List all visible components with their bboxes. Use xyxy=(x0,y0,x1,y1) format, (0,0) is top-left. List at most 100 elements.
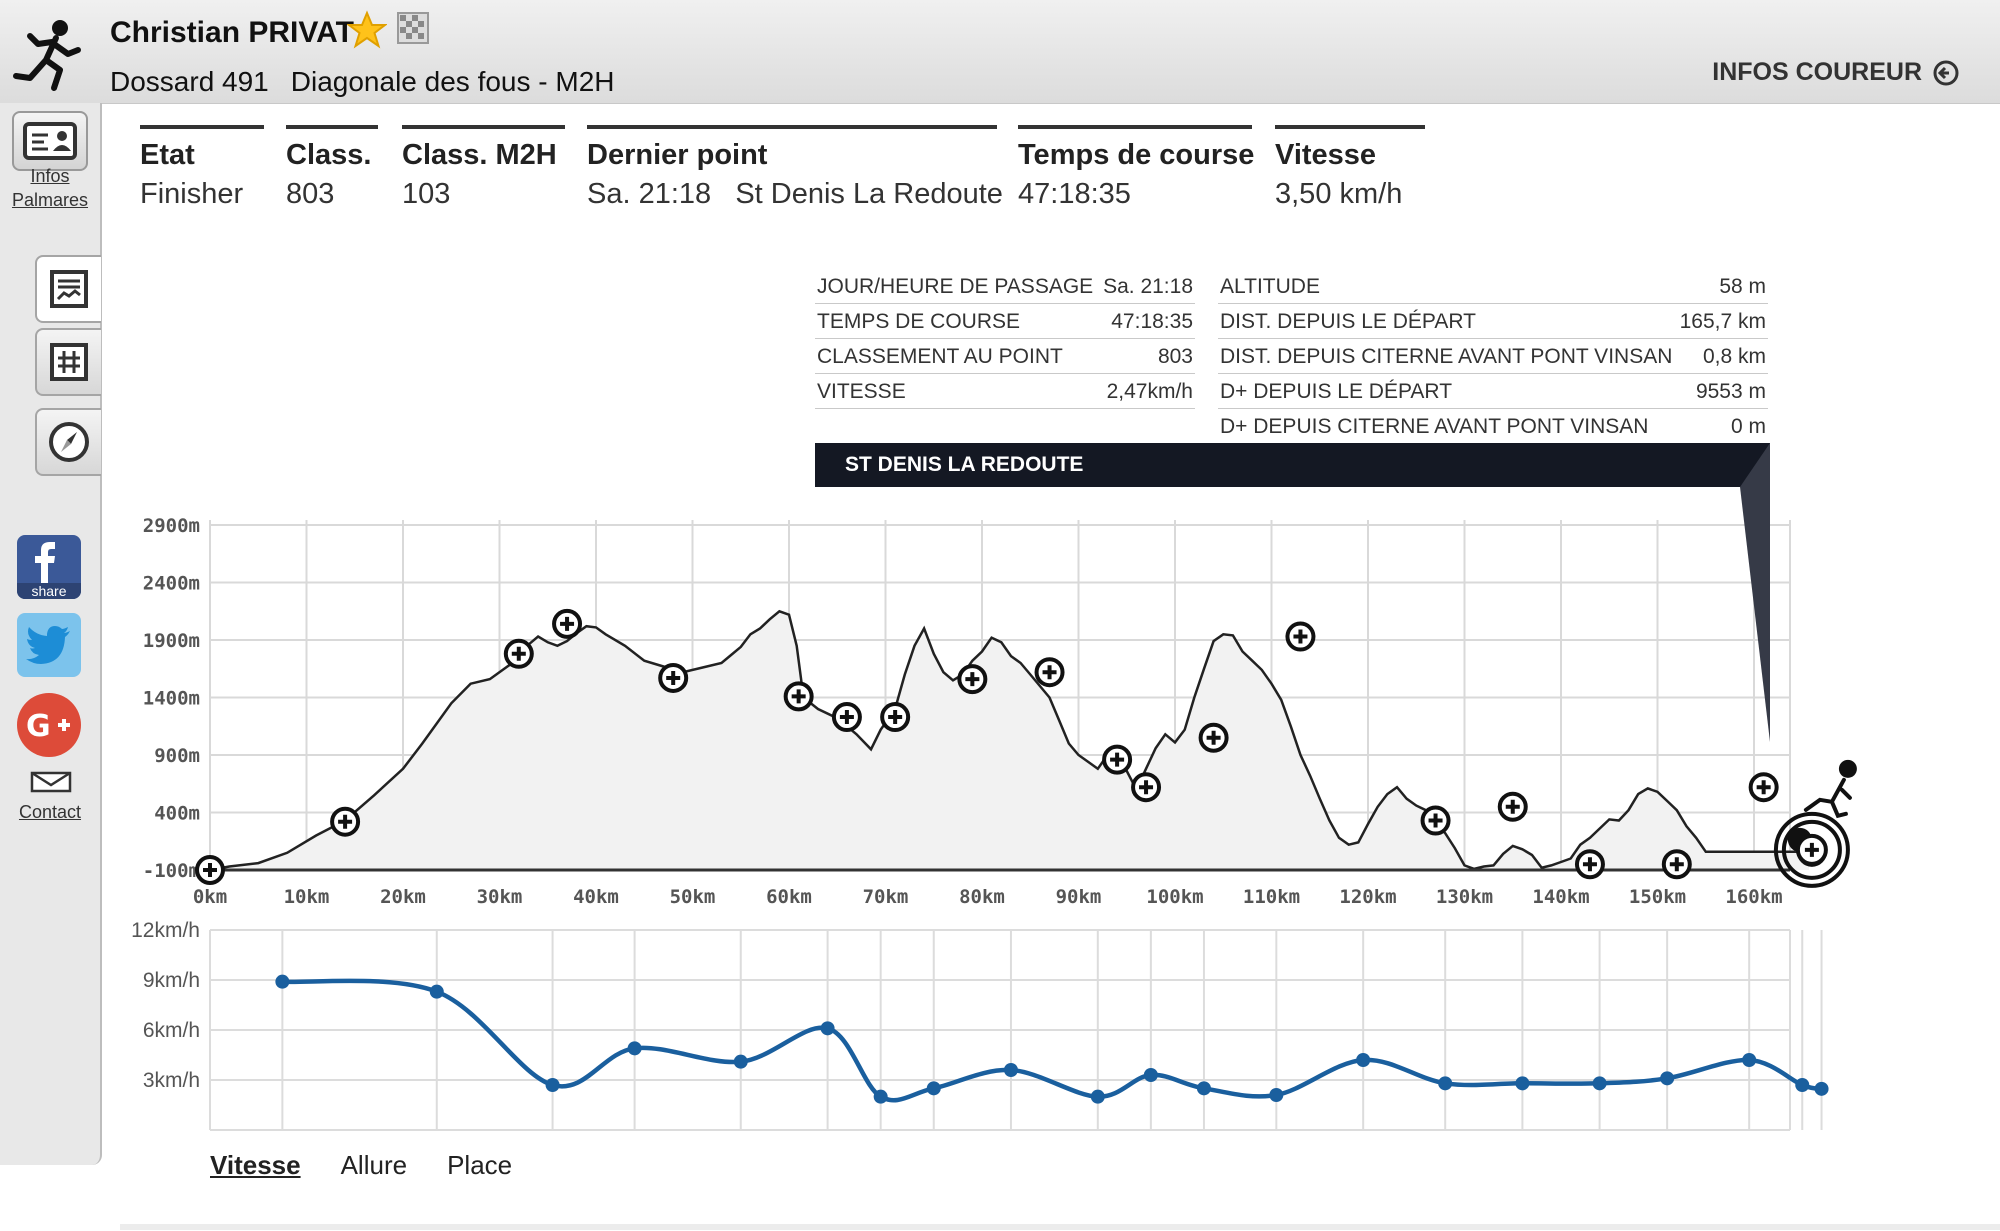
elevation-y-tick-label: 1900m xyxy=(143,630,200,652)
stat-label: Dernier point xyxy=(587,139,768,171)
checkpoint-pointer xyxy=(1740,443,1770,742)
google-plus-share-button[interactable]: G xyxy=(17,693,81,757)
bib-number: Dossard 491 xyxy=(110,66,269,97)
stat-label: Vitesse xyxy=(1275,139,1377,171)
facebook-share-button[interactable]: share xyxy=(17,535,81,599)
palmares-link[interactable]: Palmares xyxy=(11,190,89,210)
elevation-x-tick-label: 60km xyxy=(766,886,812,908)
speed-point xyxy=(1196,1081,1211,1096)
checkpoint-marker xyxy=(658,662,689,693)
stat-class-m2h: Class. M2H 103 xyxy=(402,125,565,211)
grid-icon xyxy=(50,343,88,381)
checkpoint-circle xyxy=(1102,744,1133,775)
elevation-area xyxy=(210,611,1809,870)
id-card-icon xyxy=(23,122,77,160)
checkpoint-circle xyxy=(658,662,689,693)
plus-icon xyxy=(1139,780,1154,795)
stat-value: 803 xyxy=(286,178,335,210)
infos-coureur-label: INFOS COUREUR xyxy=(1712,58,1922,86)
checkpoint-markers xyxy=(195,608,1827,885)
stat-vitesse: Vitesse 3,50 km/h xyxy=(1275,125,1425,211)
target-ring xyxy=(1781,819,1842,880)
checkpoint-circle xyxy=(1420,805,1451,836)
speed-point xyxy=(275,974,290,989)
checkpoint-marker xyxy=(831,702,862,733)
info-row: ALTITUDE 58 m xyxy=(1218,270,1768,304)
speed-point xyxy=(820,1021,835,1036)
checkpoint-marker xyxy=(1102,744,1133,775)
infos-coureur-button[interactable]: INFOS COUREUR xyxy=(1712,58,1960,87)
infos-palmares-button[interactable] xyxy=(12,111,88,171)
checkpoint-marker xyxy=(1420,805,1451,836)
elevation-x-tick-label: 30km xyxy=(477,886,523,908)
speed-point xyxy=(545,1078,560,1092)
checkpoint-circle xyxy=(1131,772,1162,803)
stat-label: Temps de course xyxy=(1018,139,1255,171)
chart-tabs: Vitesse Allure Place xyxy=(210,1150,512,1181)
speed-y-ticks: 12km/h 9km/h 6km/h 3km/h xyxy=(131,919,200,1092)
checkpoint-circle xyxy=(783,681,814,712)
bottom-divider xyxy=(120,1224,2000,1230)
elevation-x-tick-label: 10km xyxy=(284,886,330,908)
speed-point xyxy=(1003,1063,1018,1077)
elevation-x-ticks: 0km 10km 20km 30km 40km 50km 60km 70km 80km 90km 1… xyxy=(193,886,1783,908)
share-label: share xyxy=(17,583,81,599)
info-row: JOUR/HEURE DE PASSAGE Sa. 21:18 xyxy=(815,270,1195,304)
info-row: DIST. DEPUIS LE DÉPART 165,7 km xyxy=(1218,305,1768,339)
speed-point xyxy=(1814,1081,1829,1096)
plus-icon xyxy=(1428,813,1443,828)
plus-icon xyxy=(511,646,526,661)
checkpoint-circle xyxy=(552,608,583,639)
plus-icon xyxy=(1293,629,1308,644)
speed-point xyxy=(1795,1078,1810,1092)
speed-point xyxy=(1438,1076,1453,1091)
tab-allure[interactable]: Allure xyxy=(340,1150,408,1180)
checkpoint-marker xyxy=(1034,657,1065,688)
checkpoint-circle xyxy=(330,806,361,837)
speed-point xyxy=(1660,1071,1675,1086)
speed-point xyxy=(926,1081,941,1096)
checkpoint-marker xyxy=(880,702,911,733)
contact-link[interactable]: Contact xyxy=(18,802,82,822)
plus-icon xyxy=(1505,799,1520,814)
checkpoint-circle xyxy=(957,664,988,695)
grid-tab-button[interactable] xyxy=(35,328,101,396)
race-name: Diagonale des fous - M2H xyxy=(290,66,615,97)
compass-tab-button[interactable] xyxy=(35,408,101,476)
stat-value: Finisher xyxy=(140,178,244,210)
checkpoint-circle xyxy=(503,638,534,669)
plus-icon xyxy=(839,710,854,725)
elevation-y-ticks: -100m 400m 900m 1400m 1900m 2400m 2900m xyxy=(143,515,200,882)
elevation-x-tick-label: 100km xyxy=(1146,886,1203,908)
info-row: CLASSEMENT AU POINT 803 xyxy=(815,340,1195,374)
twitter-share-button[interactable] xyxy=(17,613,81,677)
plus-icon xyxy=(1669,857,1684,872)
elevation-x-tick-label: 70km xyxy=(863,886,909,908)
plus-icon xyxy=(338,814,353,829)
checkpoint-circle xyxy=(831,702,862,733)
svg-text:G: G xyxy=(26,709,51,741)
elevation-x-tick-label: 50km xyxy=(670,886,716,908)
elevation-line xyxy=(209,609,1809,872)
checkered-flag-icon[interactable] xyxy=(397,12,429,44)
mail-icon[interactable] xyxy=(30,771,72,793)
back-arrow-icon xyxy=(1933,60,1959,85)
google-plus-icon: G xyxy=(26,709,70,741)
checkpoint-marker xyxy=(1796,836,1827,867)
infos-link[interactable]: Infos xyxy=(30,166,70,186)
speed-point xyxy=(1592,1076,1607,1091)
plus-icon xyxy=(1206,730,1221,745)
tab-vitesse[interactable]: Vitesse xyxy=(210,1150,301,1180)
favorite-star-icon[interactable] xyxy=(347,10,387,50)
info-row: D+ DEPUIS LE DÉPART 9553 m xyxy=(1218,375,1768,409)
profile-chart-icon xyxy=(50,270,88,308)
tab-place[interactable]: Place xyxy=(447,1150,513,1180)
speed-point xyxy=(1515,1076,1530,1091)
stat-label: Etat xyxy=(140,139,195,171)
plus-icon xyxy=(203,863,217,877)
stat-dernier-point: Dernier point Sa. 21:18 St Denis La Redo… xyxy=(587,125,1003,211)
elevation-y-tick-label: 1400m xyxy=(143,688,200,710)
runner-position-icon xyxy=(1773,759,1857,888)
profile-tab-button[interactable] xyxy=(35,255,101,323)
plus-icon xyxy=(666,670,681,685)
